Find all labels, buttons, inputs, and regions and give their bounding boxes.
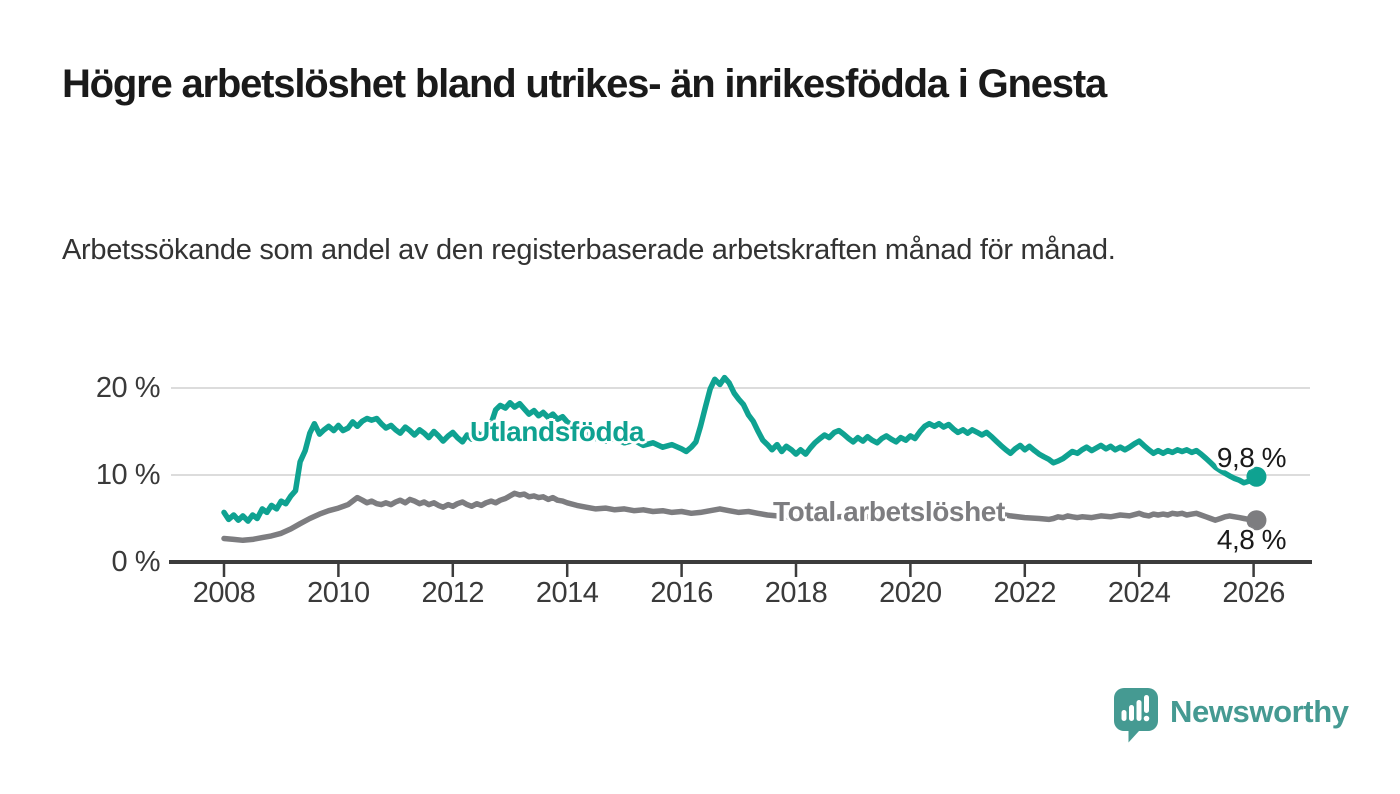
series-lines [221, 374, 1260, 544]
series-label-utlandsfodda: Utlandsfödda [470, 416, 645, 447]
series-end-dot-0 [1246, 466, 1267, 487]
y-tick-label-0: 0 % [111, 546, 161, 578]
end-value-label-utlandsfodda: 9,8 % [1216, 442, 1287, 473]
series-line-0 [221, 374, 1260, 524]
y-tick-label-20: 20 % [95, 372, 161, 404]
page-subtitle: Arbetssökande som andel av den registerb… [62, 234, 1116, 266]
x-tick-label-2018: 2018 [764, 577, 828, 609]
y-tick-label-10: 10 % [95, 459, 161, 491]
gridlines [171, 387, 1310, 476]
series-end-dots [1246, 466, 1267, 531]
end-value-label-total: 4,8 % [1216, 524, 1287, 555]
x-tick-label-2020: 2020 [879, 577, 942, 609]
series-end-dot-1 [1246, 510, 1267, 531]
x-tick-label-2022: 2022 [993, 577, 1057, 609]
logo-bar-chart-glyph [1121, 695, 1150, 722]
series-line-1 [221, 490, 1260, 544]
x-tick-label-2024: 2024 [1107, 577, 1171, 609]
series-label-total-arbetsloshet: Total arbetslöshet [773, 496, 1005, 527]
x-tick-label-2016: 2016 [650, 577, 713, 609]
x-tick-label-2014: 2014 [535, 577, 599, 609]
newsworthy-logo[interactable]: Newsworthy [1114, 688, 1349, 744]
newsworthy-logo-icon [1114, 688, 1158, 743]
x-tick-label-2012: 2012 [421, 577, 485, 609]
x-axis [169, 560, 1312, 577]
newsworthy-logo-text: Newsworthy [1170, 694, 1349, 729]
page-title: Högre arbetslöshet bland utrikes- än inr… [62, 62, 1107, 106]
x-tick-label-2008: 2008 [192, 577, 256, 609]
x-tick-label-2026: 2026 [1222, 577, 1285, 609]
x-tick-label-2010: 2010 [307, 577, 370, 609]
